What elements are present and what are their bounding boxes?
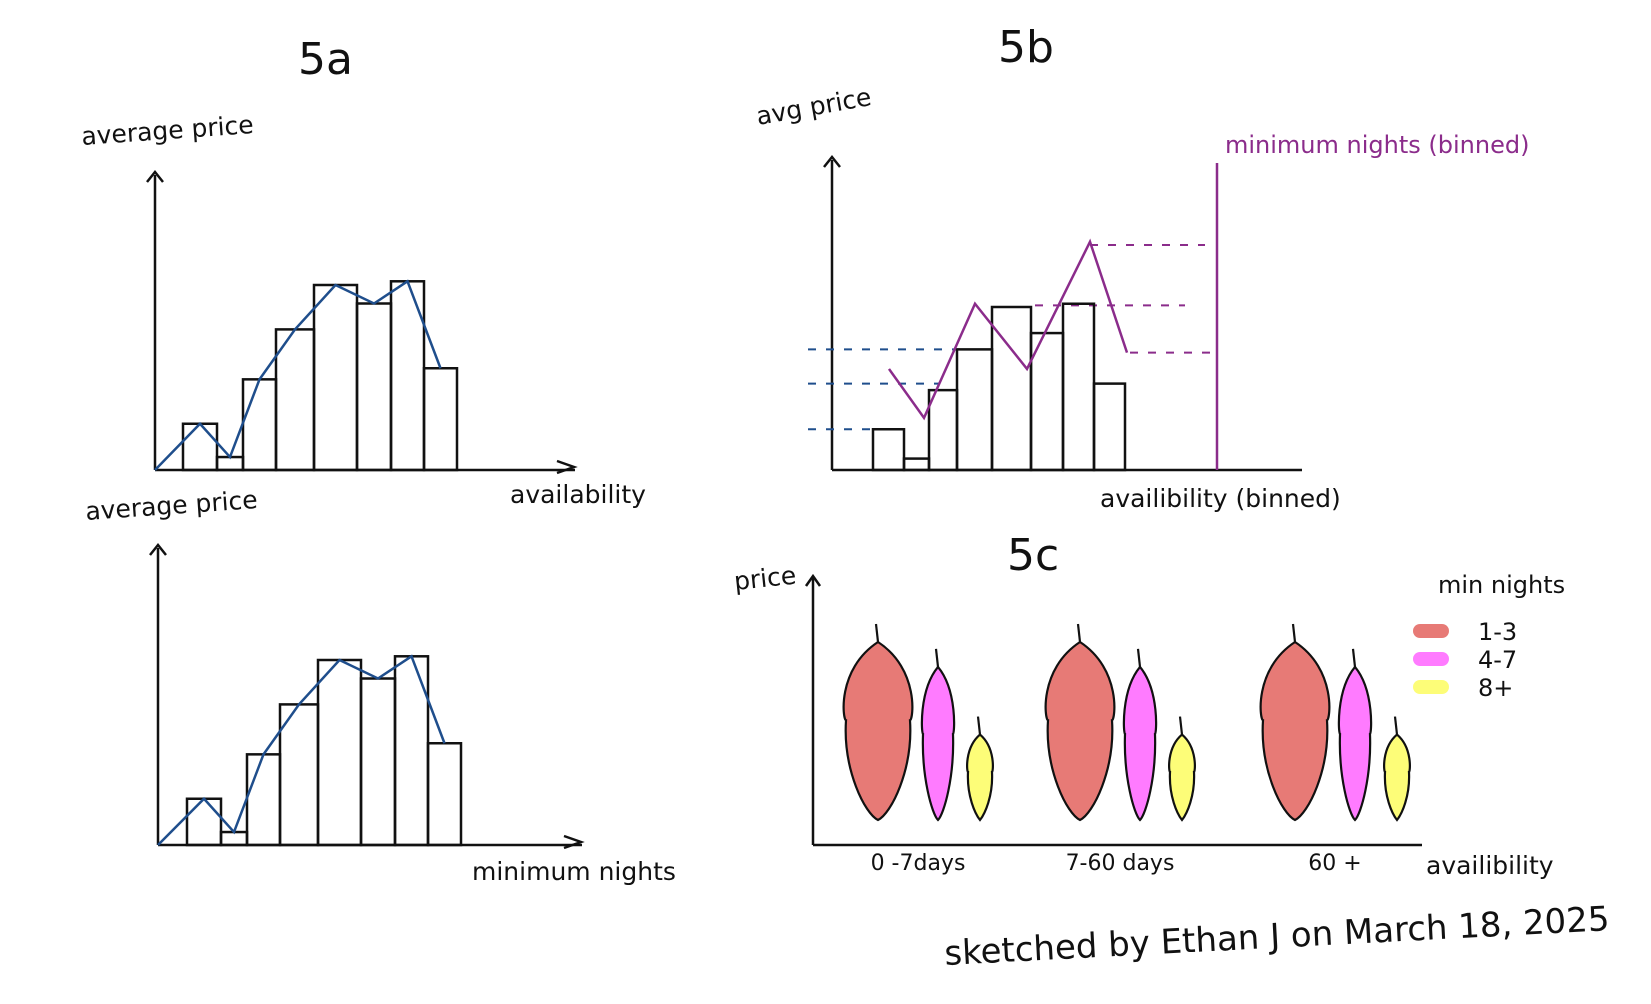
legend-title: min nights <box>1438 571 1565 599</box>
trend-line <box>887 238 1129 421</box>
violin-3-4-7 <box>1337 665 1373 822</box>
bar-5 <box>312 283 359 472</box>
violin-tail <box>874 623 880 643</box>
y-axis-label: price <box>733 561 798 596</box>
category-label-3: 60 + <box>1308 851 1361 876</box>
bar-3 <box>927 388 959 472</box>
violin-tail <box>1291 623 1297 643</box>
legend-swatch-3 <box>1413 680 1449 694</box>
panel-label-5c: 5c <box>1007 530 1059 581</box>
legend-label-1: 1-3 <box>1478 618 1517 646</box>
x-axis-label: availibility <box>1426 851 1554 880</box>
bar-2 <box>902 457 931 472</box>
bar-2 <box>215 455 245 472</box>
reference-lines <box>808 244 1217 431</box>
x-axis-label: availability <box>510 480 646 509</box>
bar-6 <box>355 302 393 472</box>
violin-tail <box>1351 648 1357 668</box>
credit-text: sketched by Ethan J on March 18, 2025 <box>943 899 1610 974</box>
chart-5c: price availibility 0 -7days 7-60 days 60 +… <box>733 561 1566 880</box>
category-label-1: 0 -7days <box>871 851 966 876</box>
violin-1-8+ <box>966 733 994 822</box>
category-labels: 0 -7days 7-60 days 60 + <box>871 851 1362 876</box>
violin-2-4-7 <box>1122 665 1158 822</box>
bar-3 <box>245 753 282 847</box>
bar-4 <box>955 348 994 472</box>
x-axis-arrow-icon <box>563 834 585 850</box>
bar-4 <box>278 703 320 847</box>
violin-tail <box>1136 648 1142 668</box>
bar-1 <box>181 422 219 472</box>
chart-5a-top: average price availability <box>80 110 646 509</box>
bar-group <box>871 302 1127 472</box>
bar-group <box>181 280 459 472</box>
bar-1 <box>871 428 906 472</box>
panel-label-5b: 5b <box>998 22 1054 73</box>
legend-label-3: 8+ <box>1478 674 1513 702</box>
y-axis-label: average price <box>84 485 258 526</box>
y-axis-arrow-icon <box>804 573 822 587</box>
y-axis-label: avg price <box>754 82 873 131</box>
trend-line <box>157 654 446 846</box>
legend-label-2: 4-7 <box>1478 646 1517 674</box>
violin-tail <box>976 716 982 735</box>
x-axis-label: availibility (binned) <box>1100 484 1341 513</box>
panel-label-5a: 5a <box>298 34 353 85</box>
violin-1-1-3 <box>842 640 914 822</box>
trend-line <box>154 279 442 471</box>
violin-tail <box>1393 716 1399 735</box>
y-axis-label: average price <box>80 110 254 151</box>
violin-group <box>842 623 1411 822</box>
legend: min nights 1-34-78+ <box>1413 571 1565 702</box>
violin-1-4-7 <box>920 665 956 822</box>
bar-6 <box>359 677 397 847</box>
bar-3 <box>241 378 278 472</box>
legend-swatch-1 <box>1413 624 1449 638</box>
category-label-2: 7-60 days <box>1066 851 1175 876</box>
secondary-axis-label: minimum nights (binned) <box>1225 131 1529 159</box>
legend-items: 1-34-78+ <box>1413 618 1517 702</box>
bar-group <box>185 655 463 847</box>
violin-tail <box>934 648 940 668</box>
x-axis-label: minimum nights <box>472 857 676 886</box>
chart-5a-bottom: average price minimum nights <box>84 485 676 886</box>
violin-tail <box>1178 716 1184 735</box>
y-axis-arrow-icon <box>823 154 841 168</box>
legend-swatch-2 <box>1413 652 1449 666</box>
violin-3-1-3 <box>1259 640 1331 822</box>
bar-2 <box>219 830 249 847</box>
violin-tail <box>1076 623 1082 643</box>
bar-5 <box>316 658 363 847</box>
chart-5b: avg price availibility (binned) minimum … <box>754 82 1529 513</box>
bar-7 <box>1061 302 1096 472</box>
x-axis-arrow-icon <box>556 459 578 475</box>
y-axis-arrow-icon <box>149 542 167 556</box>
violin-2-1-3 <box>1044 640 1116 822</box>
bar-8 <box>426 742 463 847</box>
bar-1 <box>185 797 223 847</box>
violin-3-8+ <box>1383 733 1411 822</box>
bar-4 <box>274 328 316 472</box>
violin-2-8+ <box>1168 733 1196 822</box>
y-axis-arrow-icon <box>146 169 164 183</box>
bar-8 <box>1092 382 1127 472</box>
bar-8 <box>422 367 459 472</box>
